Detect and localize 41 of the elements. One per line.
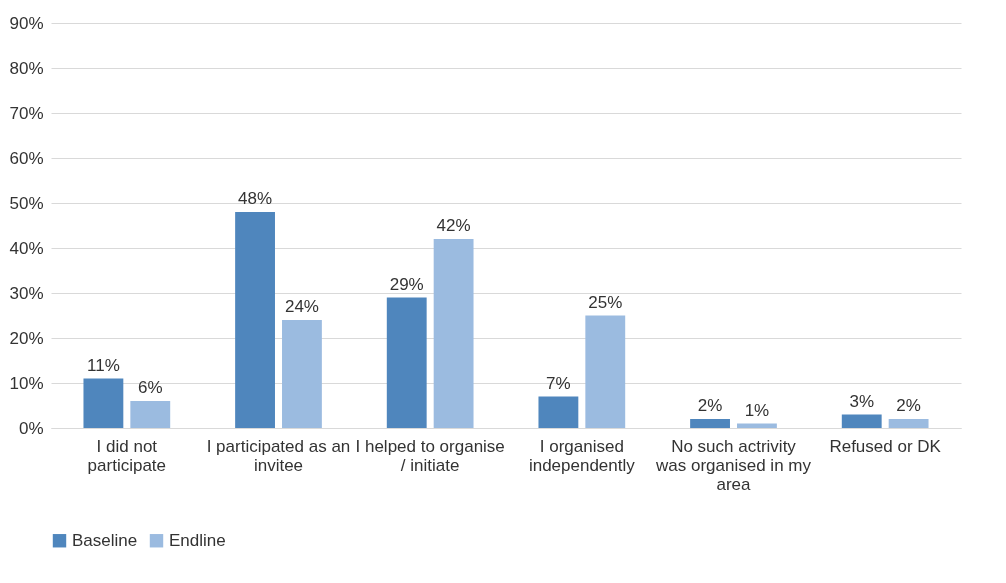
data-label: 25% <box>588 292 623 312</box>
y-tick-label: 10% <box>9 373 44 393</box>
x-tick-label: Refused or DK <box>829 436 942 456</box>
data-label: 6% <box>137 378 163 397</box>
y-tick-label: 0% <box>18 418 44 438</box>
y-tick-label: 90% <box>9 13 44 33</box>
x-tick-label: I organised independently <box>528 436 636 475</box>
y-tick-label: 30% <box>9 283 44 303</box>
data-label: 3% <box>849 391 875 411</box>
bar <box>538 396 579 428</box>
bar <box>282 320 322 428</box>
bar <box>585 315 626 428</box>
data-label: 11% <box>87 355 120 375</box>
data-label: 2% <box>697 396 723 415</box>
x-tick-label: I participated as an invitee <box>206 436 351 475</box>
bar <box>841 414 882 428</box>
data-label: 42% <box>436 216 471 235</box>
bar <box>433 239 474 428</box>
bar <box>83 378 124 428</box>
bar <box>386 297 427 428</box>
data-label: 2% <box>896 396 921 415</box>
bar <box>690 419 730 428</box>
data-label: 24% <box>284 297 319 316</box>
y-tick-label: 70% <box>9 103 44 123</box>
legend-label: Baseline <box>72 530 138 550</box>
y-tick-label: 80% <box>9 58 44 78</box>
y-tick-label: 40% <box>9 238 44 258</box>
legend-label: Endline <box>169 530 226 550</box>
data-label: 7% <box>546 373 571 393</box>
y-tick-label: 50% <box>9 193 44 213</box>
x-tick-label: No such actrivity was organised in my area <box>655 436 812 494</box>
y-tick-label: 20% <box>9 328 44 348</box>
bar <box>235 212 275 428</box>
bar <box>130 401 171 428</box>
data-label: 29% <box>389 274 424 294</box>
bar <box>888 419 929 428</box>
x-tick-label: I helped to organise / initiate <box>355 436 505 475</box>
data-label: 48% <box>238 189 273 208</box>
y-tick-label: 60% <box>9 148 44 168</box>
x-tick-label: I did not participate <box>87 436 167 475</box>
data-label: 1% <box>744 400 770 420</box>
